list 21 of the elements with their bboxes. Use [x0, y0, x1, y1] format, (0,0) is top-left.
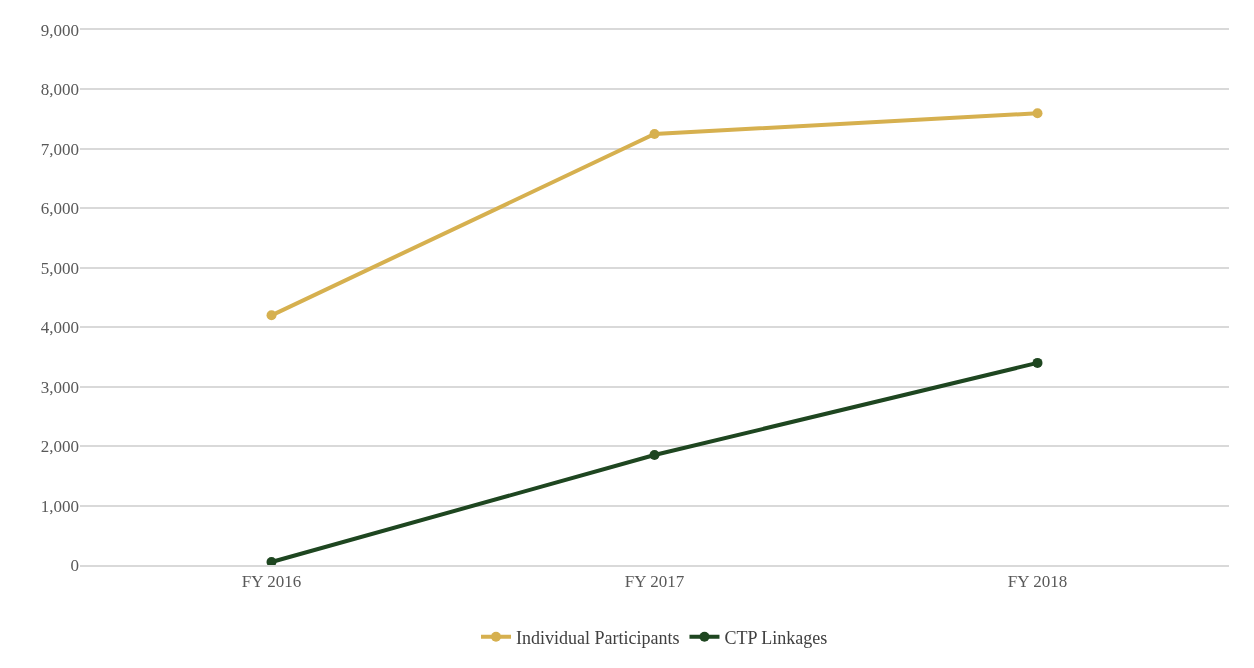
x-tick-label: FY 2017 [624, 572, 685, 592]
point [266, 557, 277, 565]
x-tick-label: FY 2018 [1007, 572, 1068, 592]
x-tick-label: FY 2016 [241, 572, 302, 592]
point [1032, 357, 1043, 368]
y-tick-label: 0 [70, 555, 79, 575]
point [1032, 108, 1043, 119]
y-tick-label: 3,000 [40, 377, 79, 397]
y-tick-label: 9,000 [40, 20, 79, 40]
y-tick-label: 5,000 [40, 258, 79, 278]
y-tick-label: 4,000 [40, 318, 79, 338]
y-tick-label: 6,000 [40, 199, 79, 219]
legend-label: Individual Participants [516, 627, 680, 648]
legend-label: CTP Linkages [724, 627, 828, 648]
point [266, 310, 277, 321]
y-tick-label: 2,000 [40, 437, 79, 457]
y-tick-label: 7,000 [40, 139, 79, 159]
point [649, 450, 660, 461]
point [649, 129, 660, 140]
y-tick-label: 1,000 [40, 496, 79, 516]
y-tick-label: 8,000 [40, 80, 79, 100]
